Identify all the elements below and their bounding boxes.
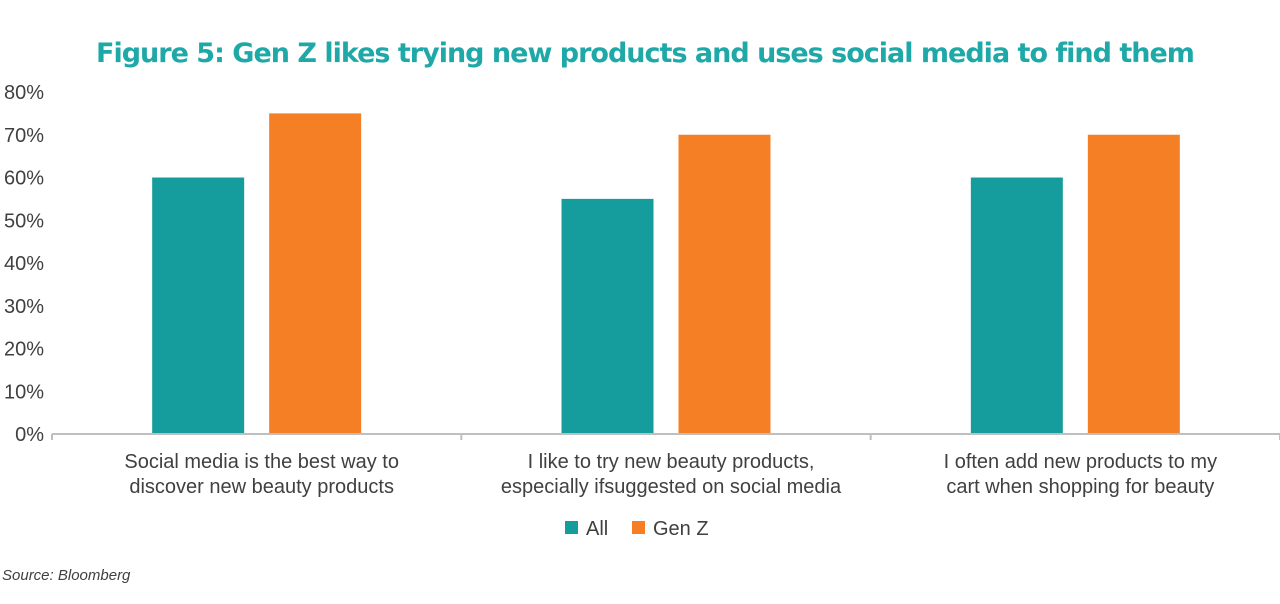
y-tick-label: 20%	[4, 339, 44, 361]
x-tick-label: I often add new products to my	[944, 451, 1218, 473]
legend-swatch-gen-z	[632, 521, 645, 534]
bar-gen-z	[269, 113, 362, 434]
legend: All Gen Z	[565, 518, 709, 540]
x-tick-label: I like to try new beauty products,	[528, 451, 815, 473]
bar-gen-z	[678, 134, 771, 434]
y-tick-label: 50%	[4, 210, 44, 232]
bar-all	[152, 177, 245, 434]
bar-all	[970, 177, 1063, 434]
x-tick-label: especially ifsuggested on social media	[501, 476, 842, 498]
y-tick-label: 0%	[15, 424, 44, 446]
y-tick-label: 30%	[4, 296, 44, 318]
bar-all	[561, 198, 654, 434]
x-axis-labels: Social media is the best way to discover …	[124, 451, 1217, 498]
bar-gen-z	[1087, 134, 1180, 434]
y-tick-label: 10%	[4, 381, 44, 403]
legend-label: Gen Z	[653, 518, 709, 540]
x-tick-label: cart when shopping for beauty	[946, 476, 1214, 498]
y-tick-label: 40%	[4, 253, 44, 275]
x-tick-label: Social media is the best way to	[124, 451, 399, 473]
x-axis-ticks	[51, 434, 1280, 440]
source-note: Source: Bloomberg	[2, 567, 131, 584]
y-tick-label: 70%	[4, 125, 44, 147]
y-axis-ticks: 0% 10% 20% 30% 40% 50% 60% 70% 80%	[4, 82, 44, 446]
y-tick-label: 60%	[4, 168, 44, 190]
legend-swatch-all	[565, 521, 578, 534]
chart-title: Figure 5: Gen Z likes trying new product…	[96, 38, 1195, 69]
legend-label: All	[586, 518, 608, 540]
bars	[152, 113, 1180, 434]
y-tick-label: 80%	[4, 82, 44, 104]
x-tick-label: discover new beauty products	[129, 476, 394, 498]
